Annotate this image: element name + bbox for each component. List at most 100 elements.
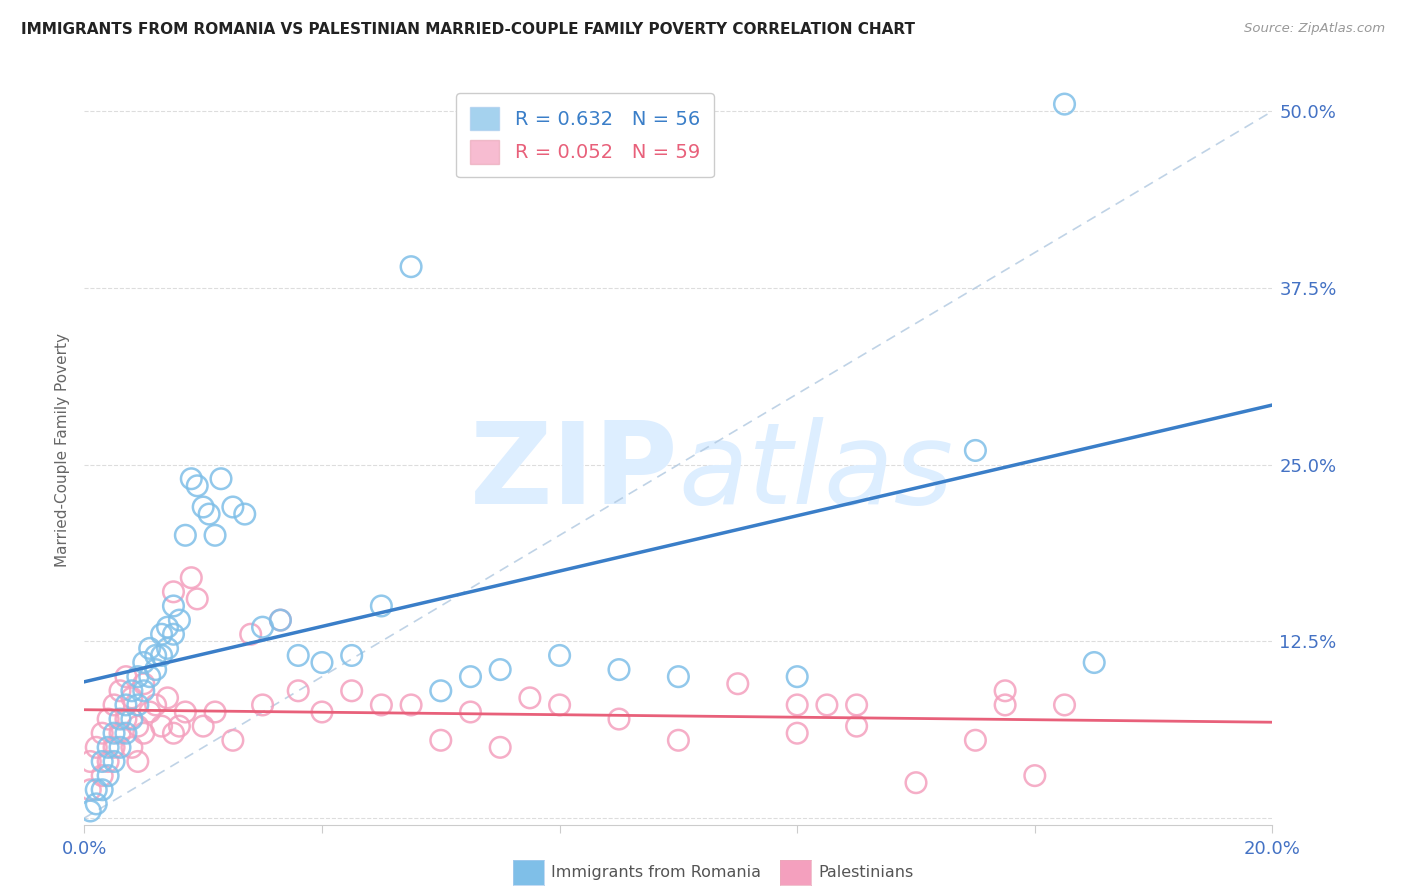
Point [132, 683, 155, 698]
Legend: R = 0.632   N = 56, R = 0.052   N = 59: R = 0.632 N = 56, R = 0.052 N = 59 [457, 93, 714, 178]
Point [994, 683, 1017, 698]
Point [150, 719, 173, 733]
Point [84, 740, 107, 755]
Point [269, 613, 291, 627]
Point [1053, 97, 1076, 112]
Point [108, 683, 131, 698]
Point [186, 479, 208, 493]
Point [84, 782, 107, 797]
Point [204, 528, 226, 542]
Point [150, 648, 173, 663]
Point [79, 755, 101, 769]
Point [311, 705, 333, 719]
Point [204, 705, 226, 719]
Point [169, 719, 191, 733]
Point [370, 698, 392, 712]
Text: Source: ZipAtlas.com: Source: ZipAtlas.com [1244, 22, 1385, 36]
Point [519, 690, 541, 705]
Point [103, 740, 125, 755]
Point [97, 740, 120, 755]
Text: atlas: atlas [679, 417, 953, 528]
Point [269, 613, 291, 627]
Point [186, 591, 208, 606]
Point [156, 620, 179, 634]
Point [84, 797, 107, 811]
Point [79, 782, 101, 797]
Point [108, 740, 131, 755]
Point [239, 627, 262, 641]
Point [845, 719, 868, 733]
Point [108, 726, 131, 740]
Point [121, 690, 143, 705]
Point [97, 712, 120, 726]
Point [222, 733, 245, 747]
Point [727, 677, 749, 691]
Point [79, 804, 101, 818]
Point [162, 584, 184, 599]
Point [97, 769, 120, 783]
Point [91, 769, 114, 783]
Point [103, 755, 125, 769]
Point [127, 719, 149, 733]
Point [169, 613, 191, 627]
Text: IMMIGRANTS FROM ROMANIA VS PALESTINIAN MARRIED-COUPLE FAMILY POVERTY CORRELATION: IMMIGRANTS FROM ROMANIA VS PALESTINIAN M… [21, 22, 915, 37]
Point [127, 670, 149, 684]
Text: ZIP: ZIP [470, 417, 679, 528]
Point [103, 726, 125, 740]
Point [180, 571, 202, 585]
Point [198, 507, 221, 521]
Point [115, 726, 138, 740]
Point [138, 670, 160, 684]
Point [815, 698, 838, 712]
Point [786, 726, 808, 740]
Point [115, 698, 138, 712]
Point [460, 670, 482, 684]
Point [145, 648, 167, 663]
Point [127, 698, 149, 712]
Point [548, 648, 571, 663]
Point [132, 656, 155, 670]
Point [91, 755, 114, 769]
Point [460, 705, 482, 719]
Point [156, 690, 179, 705]
Point [287, 683, 309, 698]
Point [162, 726, 184, 740]
Point [399, 698, 422, 712]
Point [233, 507, 256, 521]
Point [180, 472, 202, 486]
Point [965, 733, 987, 747]
Point [430, 683, 453, 698]
Point [97, 755, 120, 769]
Point [1083, 656, 1105, 670]
Point [1024, 769, 1046, 783]
Text: Immigrants from Romania: Immigrants from Romania [551, 865, 761, 880]
Point [191, 719, 215, 733]
Point [174, 705, 197, 719]
Point [222, 500, 245, 514]
Point [115, 670, 138, 684]
Point [340, 683, 363, 698]
Point [489, 663, 512, 677]
Point [162, 627, 184, 641]
Point [150, 627, 173, 641]
Point [430, 733, 453, 747]
Point [115, 712, 138, 726]
Point [108, 712, 131, 726]
Point [311, 656, 333, 670]
Point [845, 698, 868, 712]
Point [607, 663, 630, 677]
Point [145, 698, 167, 712]
Point [399, 260, 422, 274]
Point [668, 733, 690, 747]
Text: Palestinians: Palestinians [818, 865, 914, 880]
Point [121, 683, 143, 698]
Point [127, 755, 149, 769]
Point [138, 705, 160, 719]
Point [668, 670, 690, 684]
Point [340, 648, 363, 663]
Y-axis label: Married-Couple Family Poverty: Married-Couple Family Poverty [55, 334, 70, 567]
Point [252, 698, 274, 712]
Point [607, 712, 630, 726]
Point [786, 670, 808, 684]
Point [121, 740, 143, 755]
